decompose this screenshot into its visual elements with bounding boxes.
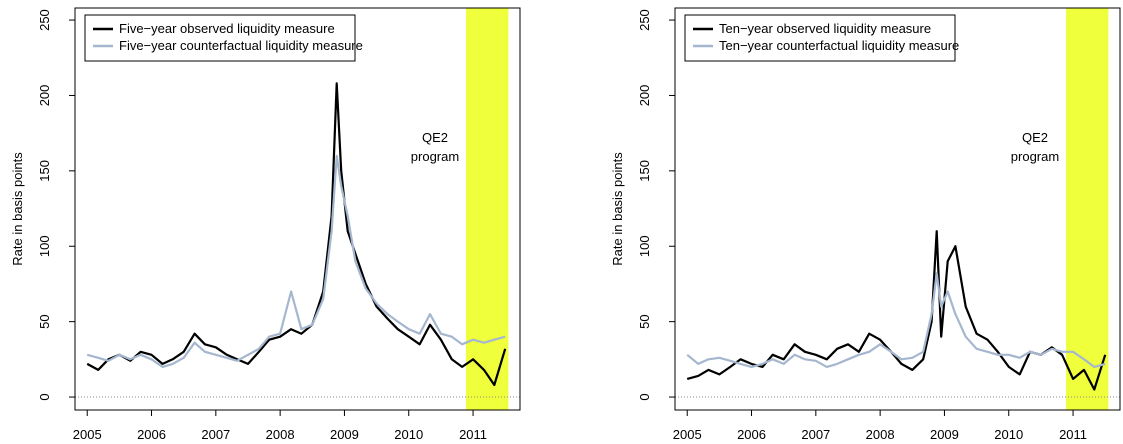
x-tick-label: 2008	[866, 427, 895, 442]
y-tick-label: 150	[37, 160, 52, 182]
x-tick-label: 2011	[1059, 427, 1087, 442]
qe2-shade	[465, 8, 509, 410]
x-tick-label: 2008	[266, 427, 295, 442]
y-tick-label: 250	[637, 9, 652, 31]
x-tick-label: 2006	[137, 427, 166, 442]
x-tick-label: 2006	[737, 427, 766, 442]
annotation: program	[411, 149, 459, 164]
series-line	[86, 82, 507, 387]
legend-box	[684, 14, 956, 62]
y-tick-label: 0	[37, 393, 52, 400]
y-tick-label: 50	[637, 314, 652, 328]
annotation: QE2	[1022, 130, 1048, 145]
x-tick-label: 2009	[930, 427, 959, 442]
x-tick-label: 2007	[201, 427, 230, 442]
y-axis-label: Rate in basis points	[10, 152, 25, 266]
y-tick-label: 100	[637, 235, 652, 257]
x-tick-label: 2005	[673, 427, 702, 442]
x-tick-label: 2010	[394, 427, 423, 442]
y-tick-label: 100	[37, 235, 52, 257]
legend-box	[84, 14, 356, 62]
plot-frame	[674, 7, 1121, 411]
y-tick-label: 150	[637, 160, 652, 182]
annotation: program	[1011, 149, 1059, 164]
annotation: QE2	[422, 130, 448, 145]
x-tick-label: 2005	[73, 427, 102, 442]
qe2-shade	[1065, 8, 1109, 410]
series-line	[686, 272, 1106, 368]
legend-label: Five−year observed liquidity measure	[119, 21, 335, 36]
legend-label: Five−year counterfactual liquidity measu…	[119, 38, 363, 53]
y-tick-label: 0	[637, 393, 652, 400]
y-tick-label: 200	[637, 85, 652, 107]
y-tick-label: 200	[37, 85, 52, 107]
legend-label: Ten−year counterfactual liquidity measur…	[719, 38, 959, 53]
plot-frame	[74, 7, 521, 411]
x-tick-label: 2011	[459, 427, 487, 442]
series-line	[86, 154, 506, 368]
y-tick-label: 250	[37, 9, 52, 31]
y-axis-label: Rate in basis points	[610, 152, 625, 266]
x-tick-label: 2009	[330, 427, 359, 442]
x-tick-label: 2007	[801, 427, 830, 442]
y-tick-label: 50	[37, 314, 52, 328]
legend-label: Ten−year observed liquidity measure	[719, 21, 931, 36]
x-tick-label: 2010	[994, 427, 1023, 442]
